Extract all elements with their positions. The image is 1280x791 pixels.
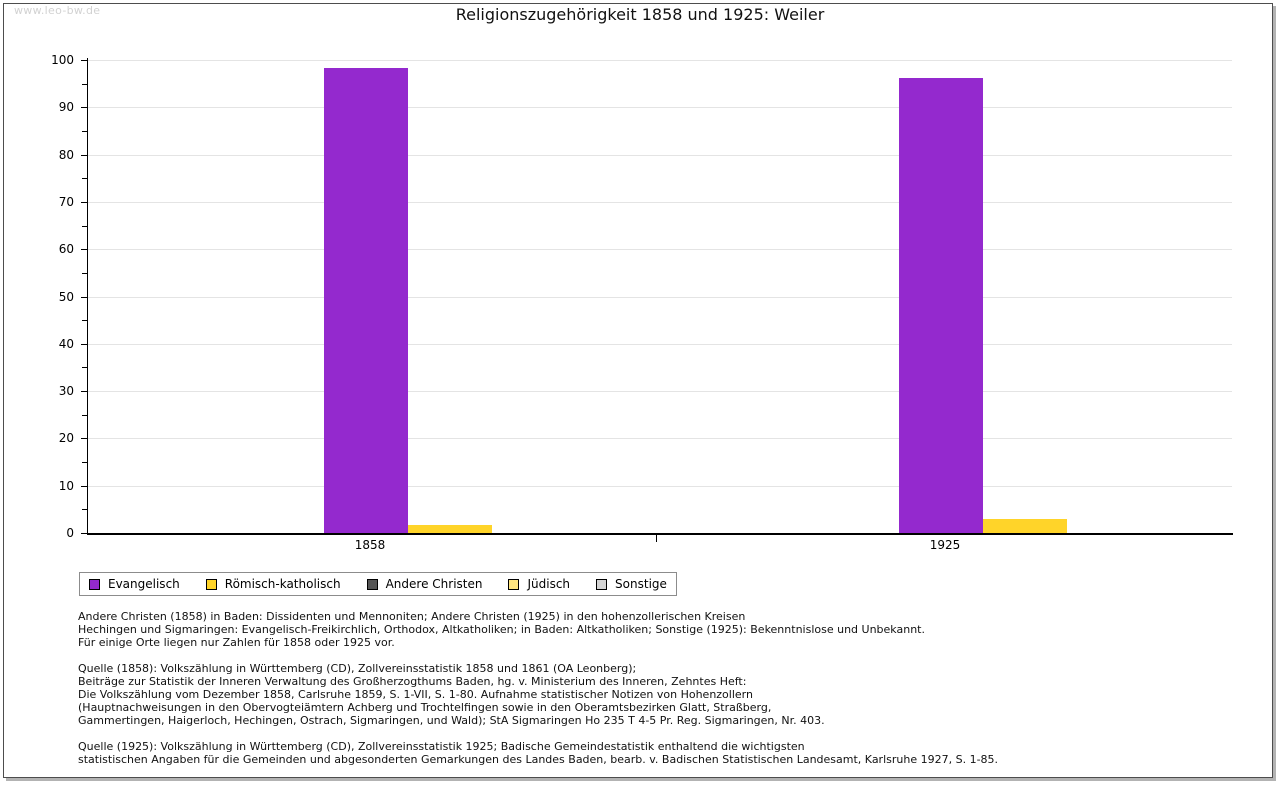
y-axis-tick-label: 10: [58, 478, 74, 493]
legend-item-sonstige[interactable]: Sonstige: [596, 577, 667, 591]
y-axis-tick: [81, 391, 88, 393]
y-axis-minor-tick: [82, 509, 88, 511]
y-axis-tick-label: 50: [58, 289, 74, 304]
legend-item-r-misch-katholisch[interactable]: Römisch-katholisch: [205, 577, 367, 591]
y-axis-tick-label: 60: [58, 242, 74, 257]
legend-swatch-icon: [508, 578, 520, 590]
y-axis-tick-label: 90: [58, 100, 74, 115]
y-axis-minor-tick: [82, 367, 88, 369]
y-axis-minor-tick: [82, 130, 88, 132]
y-axis-tick-label: 30: [58, 384, 74, 399]
legend-item-label: Jüdisch: [527, 577, 571, 591]
notes-source-1858: Quelle (1858): Volkszählung in Württembe…: [78, 662, 825, 727]
bar-1858-r-misch-katholisch: [408, 524, 492, 533]
gridline: [88, 296, 1232, 298]
y-axis-tick: [81, 438, 88, 440]
y-axis-minor-tick: [82, 83, 88, 85]
gridline: [88, 201, 1232, 203]
gridline: [88, 391, 1232, 393]
y-axis-tick: [81, 533, 88, 534]
y-axis-tick: [81, 154, 88, 156]
x-axis-tick-label-1925: 1925: [929, 538, 961, 552]
y-axis-tick: [81, 249, 88, 251]
y-axis-tick-label: 0: [66, 526, 74, 540]
note-source-1858-line: Die Volkszählung vom Dezember 1858, Carl…: [78, 688, 753, 701]
y-axis-tick: [81, 201, 88, 203]
y-axis-tick-label: 100: [51, 53, 74, 67]
plot-area: [88, 60, 1232, 533]
bar-1925-r-misch-katholisch: [983, 518, 1067, 533]
x-axis-tick-label-1858: 1858: [354, 538, 386, 552]
note-source-1858-line: (Hauptnachweisungen in den Obervogteiämt…: [78, 701, 772, 714]
gridline: [88, 343, 1232, 345]
note-source-1925-line: statistischen Angaben für die Gemeinden …: [78, 753, 999, 766]
notes-source-1925: Quelle (1925): Volkszählung in Württembe…: [78, 740, 998, 766]
y-axis-minor-tick: [82, 320, 88, 322]
y-axis-minor-tick: [82, 272, 88, 274]
y-axis-tick-label: 80: [58, 147, 74, 162]
plot-wrapper: Anzahl Personen in %: [88, 60, 1232, 533]
gridline: [88, 249, 1232, 251]
note-source-1925-line: Quelle (1925): Volkszählung in Württembe…: [78, 740, 805, 753]
y-axis-tick: [81, 296, 88, 298]
y-axis-tick: [81, 485, 88, 487]
y-axis-minor-tick: [82, 462, 88, 464]
y-axis-tick-label: 70: [58, 194, 74, 209]
legend-swatch-icon: [596, 578, 608, 590]
chart-title: Religionszugehörigkeit 1858 und 1925: We…: [455, 5, 825, 24]
watermark-text: www.leo-bw.de: [14, 4, 101, 17]
gridline: [88, 60, 1232, 61]
legend-swatch-icon: [89, 578, 100, 590]
legend-swatch-icon: [205, 578, 217, 590]
gridline: [88, 154, 1232, 156]
legend-item-label: Evangelisch: [108, 577, 180, 591]
bar-1858-evangelisch: [324, 68, 408, 533]
y-axis-line: [87, 58, 88, 534]
y-axis-minor-tick: [82, 178, 88, 180]
gridline: [88, 485, 1232, 487]
y-axis-minor-tick: [82, 414, 88, 416]
y-axis-tick: [81, 60, 88, 61]
y-axis-tick: [81, 107, 88, 109]
note-source-1858-line: Quelle (1858): Volkszählung in Württembe…: [78, 662, 637, 675]
notes-general: Andere Christen (1858) in Baden: Disside…: [78, 610, 925, 649]
y-axis-tick-label: 20: [58, 431, 74, 446]
gridline: [88, 438, 1232, 440]
y-axis-tick: [81, 343, 88, 345]
x-axis-tick: [656, 535, 657, 542]
chart-legend: Evangelisch Römisch-katholisch Andere Chri…: [79, 572, 677, 596]
note-general-line: Andere Christen (1858) in Baden: Disside…: [78, 610, 746, 623]
legend-swatch-icon: [366, 578, 378, 590]
x-axis-line: [87, 533, 1233, 535]
legend-item-evangelisch[interactable]: Evangelisch: [89, 577, 206, 591]
note-source-1858-line: Beiträge zur Statistik der Inneren Verwa…: [78, 675, 747, 688]
legend-item-label: Römisch-katholisch: [224, 577, 341, 591]
note-general-line: Hechingen und Sigmaringen: Evangelisch-F…: [78, 623, 925, 636]
legend-item-label: Andere Christen: [385, 577, 483, 591]
gridline: [88, 107, 1232, 109]
bar-1925-evangelisch: [899, 77, 983, 533]
legend-item-andere-christen[interactable]: Andere Christen: [366, 577, 509, 591]
note-general-line: Für einige Orte liegen nur Zahlen für 18…: [78, 636, 395, 649]
legend-item-label: Sonstige: [615, 577, 667, 591]
legend-item-j-disch[interactable]: Jüdisch: [508, 577, 596, 591]
note-source-1858-line: Gammertingen, Haigerloch, Hechingen, Ost…: [78, 714, 825, 727]
y-axis-minor-tick: [82, 225, 88, 227]
y-axis-tick-label: 40: [58, 336, 74, 351]
